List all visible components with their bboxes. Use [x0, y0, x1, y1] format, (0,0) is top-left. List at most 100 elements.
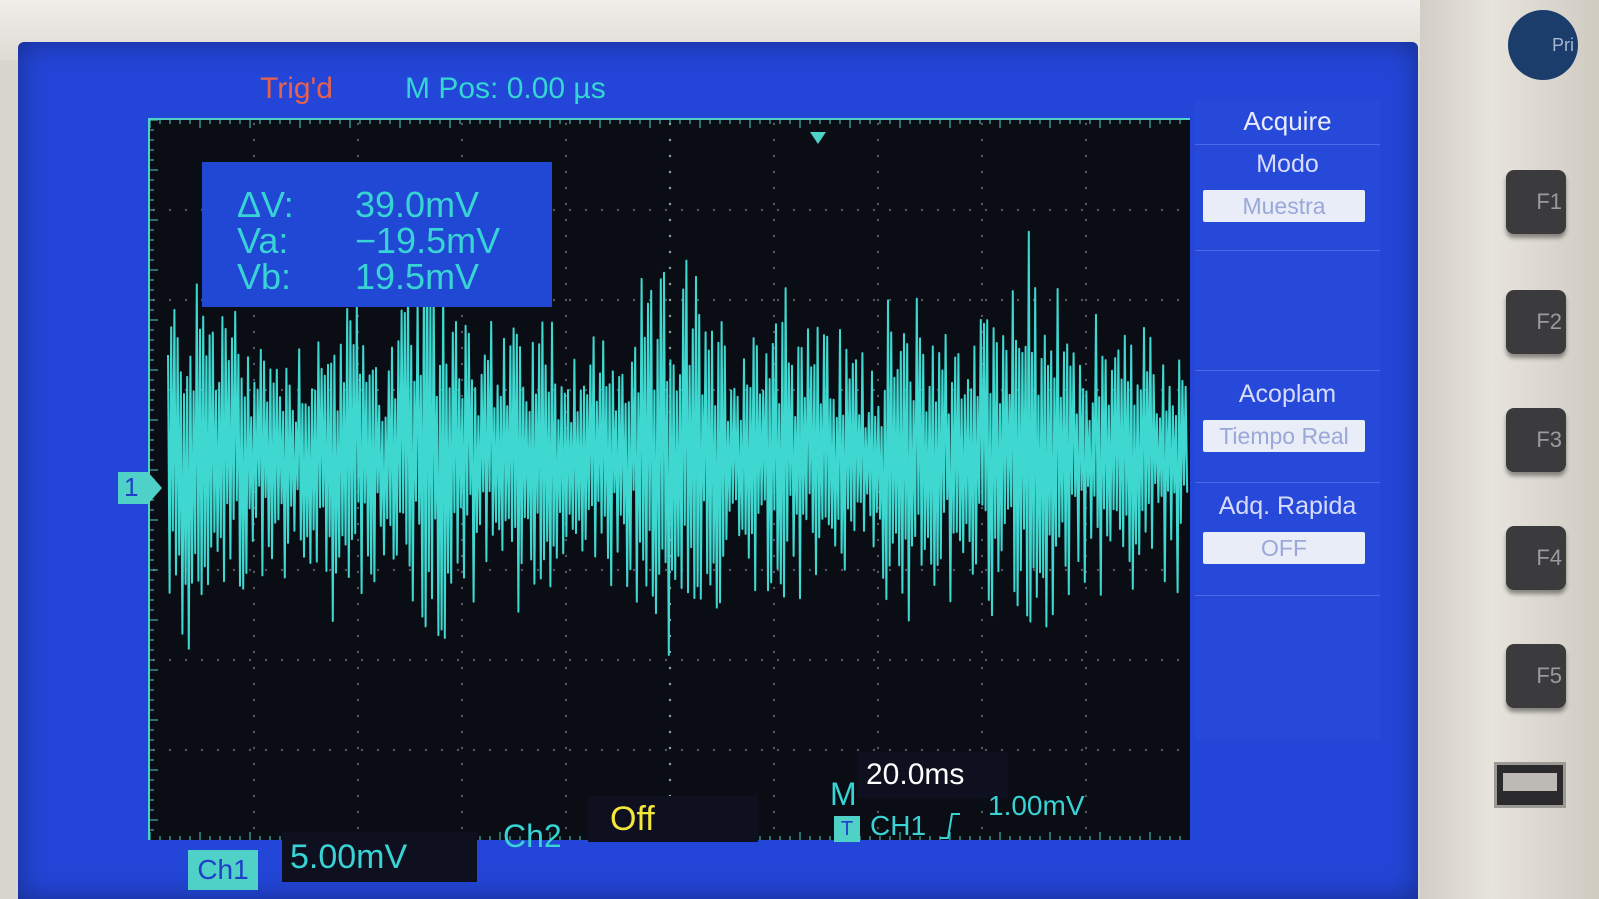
grid-dot: [252, 666, 256, 670]
softkey-f5-button[interactable]: F5: [1506, 644, 1566, 708]
grid-dot: [1160, 298, 1164, 302]
grid-dot: [876, 250, 880, 254]
softkey-f1-button[interactable]: F1: [1506, 170, 1566, 234]
grid-dot: [772, 570, 776, 574]
grid-dot: [772, 218, 776, 222]
grid-dot: [980, 634, 984, 638]
grid-dot: [280, 388, 284, 392]
grid-dot: [564, 682, 568, 686]
grid-dot: [312, 748, 316, 752]
ch1-tab[interactable]: Ch1: [188, 850, 258, 890]
grid-dot: [356, 794, 360, 798]
grid-dot: [1144, 568, 1148, 572]
grid-dot: [876, 682, 880, 686]
mode-value-button[interactable]: Muestra: [1203, 190, 1365, 222]
grid-dot: [1084, 138, 1088, 142]
grid-dot: [668, 330, 672, 334]
grid-dot: [252, 634, 256, 638]
grid-dot: [876, 234, 880, 238]
grid-dot: [460, 394, 464, 398]
grid-dot: [552, 748, 556, 752]
grid-dot: [980, 746, 984, 750]
grid-dot: [1084, 282, 1088, 286]
grid-dot: [1084, 746, 1088, 750]
menu-title: Acquire: [1243, 106, 1332, 136]
grid-dot: [772, 122, 776, 126]
grid-dot: [472, 748, 476, 752]
grid-dot: [668, 218, 672, 222]
grid-dot: [264, 658, 268, 662]
grid-dot: [168, 748, 172, 752]
softkey-f3-button[interactable]: F3: [1506, 408, 1566, 472]
grid-dot: [564, 714, 568, 718]
grid-dot: [856, 388, 860, 392]
grid-dot: [968, 208, 972, 212]
grid-dot: [968, 748, 972, 752]
knob-button[interactable]: Pri: [1508, 10, 1578, 80]
softkey-f4-button[interactable]: F4: [1506, 526, 1566, 590]
grid-dot: [460, 378, 464, 382]
grid-dot: [772, 714, 776, 718]
grid-dot: [248, 568, 252, 572]
menu-divider: [1195, 144, 1380, 145]
grid-dot: [1080, 568, 1084, 572]
grid-dot: [344, 568, 348, 572]
grid-dot: [1000, 568, 1004, 572]
grid-dot: [980, 154, 984, 158]
grid-dot: [1096, 748, 1100, 752]
coupling-value-button[interactable]: Tiempo Real: [1203, 420, 1365, 452]
grid-dot: [760, 568, 764, 572]
grid-dot: [1084, 298, 1088, 302]
grid-dot: [980, 202, 984, 206]
fast-acquire-value-button[interactable]: OFF: [1203, 532, 1365, 564]
grid-dot: [344, 658, 348, 662]
grid-dot: [904, 568, 908, 572]
grid-dot: [772, 522, 776, 526]
grid-dot: [668, 170, 672, 174]
grid-dot: [252, 714, 256, 718]
grid-dot: [632, 298, 636, 302]
grid-dot: [252, 362, 256, 366]
grid-dot: [876, 282, 880, 286]
grid-dot: [356, 762, 360, 766]
softkey-f2-button[interactable]: F2: [1506, 290, 1566, 354]
grid-dot: [1084, 170, 1088, 174]
grid-dot: [1112, 748, 1116, 752]
grid-dot: [1084, 682, 1088, 686]
grid-dot: [744, 748, 748, 752]
grid-dot: [1112, 658, 1116, 662]
grid-dot: [824, 208, 828, 212]
grid-dot: [872, 568, 876, 572]
grid-dot: [904, 298, 908, 302]
grid-dot: [280, 568, 284, 572]
grid-dot: [920, 748, 924, 752]
grid-dot: [1084, 378, 1088, 382]
grid-dot: [792, 658, 796, 662]
grid-dot: [1160, 658, 1164, 662]
grid-dot: [952, 658, 956, 662]
grid-dot: [520, 568, 524, 572]
grid-dot: [252, 826, 256, 830]
grid-dot: [772, 650, 776, 654]
grid-dot: [856, 748, 860, 752]
grid-dot: [184, 658, 188, 662]
grid-dot: [356, 602, 360, 606]
grid-dot: [356, 714, 360, 718]
grid-dot: [504, 658, 508, 662]
grid-dot: [980, 218, 984, 222]
mode-label: Modo: [1256, 150, 1319, 178]
grid-dot: [888, 208, 892, 212]
usb-port-icon[interactable]: [1494, 762, 1566, 808]
grid-dot: [980, 666, 984, 670]
grid-dot: [564, 186, 568, 190]
grid-dot: [1084, 234, 1088, 238]
grid-dot: [456, 568, 460, 572]
grid-dot: [168, 208, 172, 212]
grid-dot: [252, 682, 256, 686]
grid-dot: [876, 826, 880, 830]
va-row: Va: −19.5mV: [237, 220, 500, 262]
grid-dot: [772, 186, 776, 190]
grid-dot: [1084, 698, 1088, 702]
grid-dot: [1084, 794, 1088, 798]
grid-dot: [984, 658, 988, 662]
